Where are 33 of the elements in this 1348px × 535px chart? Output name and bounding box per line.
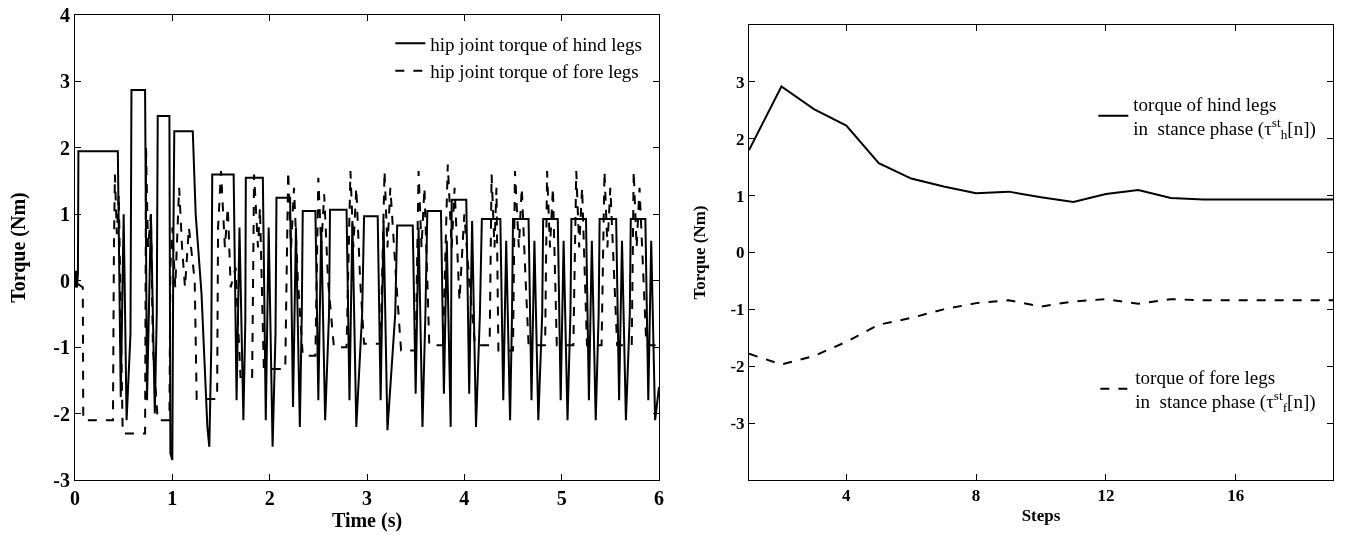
y-tick-label: -2 [730, 357, 745, 377]
y-tick-label: 3 [736, 72, 745, 92]
y-tick-label: -2 [53, 402, 70, 425]
x-tick-label: 2 [264, 487, 275, 509]
y-tick-label: 4 [60, 4, 70, 26]
y-tick-label: -1 [53, 336, 70, 359]
x-axis-title: Steps [1021, 505, 1061, 525]
y-axis-title: Torque (Nm) [690, 205, 709, 300]
x-tick-label: 12 [1097, 486, 1115, 506]
y-tick-label: 1 [60, 203, 70, 226]
x-tick-label: 5 [556, 487, 567, 509]
y-tick-label: 0 [736, 243, 745, 263]
x-tick-label: 4 [459, 487, 470, 509]
y-tick-label: -1 [730, 300, 745, 320]
legend-label: hip joint torque of hind legs [430, 33, 642, 55]
legend-label: torque of fore legs in stance phase (τ$^{st}$$_{f}$[n]) [1135, 366, 1316, 416]
y-tick-label: 2 [736, 129, 745, 149]
legend-label: torque of hind legs in stance phase (τ$^{st}$$_{h}$[n]) [1133, 93, 1316, 143]
x-tick-label: 1 [167, 487, 178, 509]
y-axis-title: Torque (Nm) [7, 192, 30, 303]
x-tick-label: 3 [362, 487, 372, 509]
x-tick-label: 8 [971, 486, 981, 506]
legend-label: hip joint torque of fore legs [430, 61, 639, 83]
x-tick-label: 4 [842, 486, 852, 506]
y-tick-label: 2 [60, 136, 70, 159]
x-tick-label: 16 [1227, 486, 1245, 506]
y-tick-label: -3 [53, 469, 70, 491]
y-tick-label: 1 [736, 186, 745, 206]
y-tick-label: 3 [60, 70, 70, 93]
x-tick-label: 6 [654, 487, 664, 509]
y-tick-label: 0 [60, 269, 70, 292]
y-tick-label: -3 [730, 414, 745, 434]
x-axis-title: Time (s) [331, 509, 403, 532]
